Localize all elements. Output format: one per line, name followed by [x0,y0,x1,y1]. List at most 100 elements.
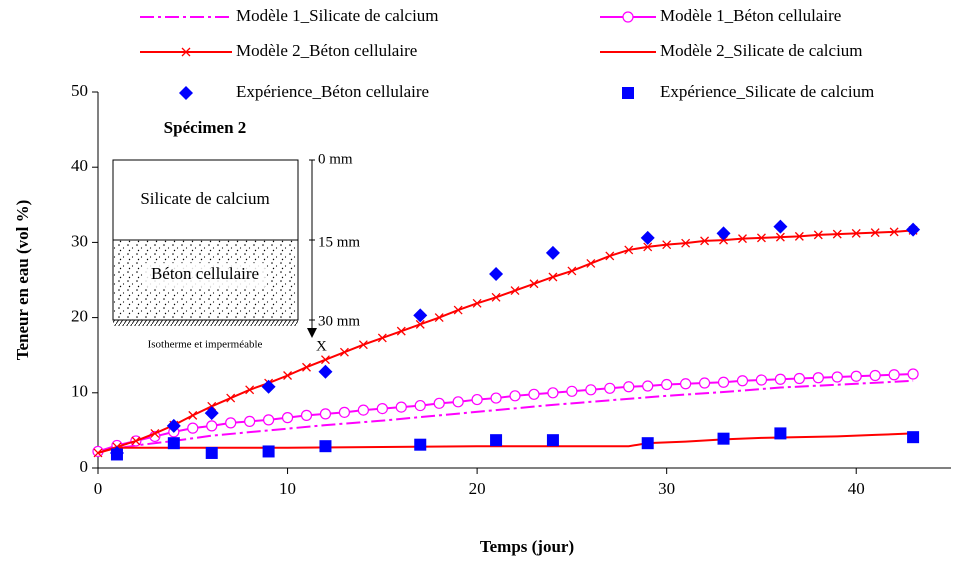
x-tick-label: 40 [848,479,865,498]
marker-square [717,432,730,445]
marker-circle [414,399,426,412]
marker-x [339,347,349,357]
marker-diamond [773,219,788,234]
marker-circle [471,393,483,406]
boundary-hatch [113,320,298,326]
marker-circle [888,369,900,381]
marker-square [546,434,559,447]
marker-x [832,229,842,239]
marker-circle [717,376,730,388]
marker-circle [907,368,919,380]
y-tick-label: 30 [71,231,88,250]
series-line [97,432,914,454]
x-tick-label: 10 [279,479,296,498]
marker-diamond [906,222,921,237]
depth-label: 30 mm [318,313,360,329]
y-tick-label: 50 [71,81,88,100]
marker-diamond [179,86,193,100]
marker-x [548,272,558,282]
legend-label: Modèle 2_Béton cellulaire [236,41,417,60]
marker-circle [225,417,237,429]
series-line [97,379,914,453]
layer-bottom-label: Béton cellulaire [151,264,259,283]
marker-x [491,292,501,302]
marker-circle [206,420,218,432]
label-bg [145,263,265,287]
y-tick-label: 20 [71,307,88,326]
marker-diamond [489,266,504,281]
y-tick-label: 0 [80,457,89,476]
marker-x [700,236,710,246]
marker-x [472,298,482,308]
marker-circle [622,11,634,23]
depth-label: 15 mm [318,234,360,250]
series [109,219,921,460]
marker-circle [433,397,445,409]
marker-circle [774,373,787,385]
marker-x [813,230,823,240]
x-tick-label: 20 [469,479,486,498]
marker-diamond [640,230,655,245]
marker-x [643,242,653,252]
series-line [97,373,914,453]
marker-circle [395,401,407,413]
marker-x [396,326,406,336]
marker-x [870,228,880,238]
marker-circle [642,380,654,392]
inset-diagram: Spécimen 2 Silicate de calcium Béton cel… [112,118,360,354]
y-tick-label: 10 [71,382,88,401]
marker-x [510,286,520,295]
marker-x [529,279,539,289]
marker-circle [357,404,369,416]
marker-circle [661,378,673,391]
layer-top [112,159,299,241]
marker-circle [680,378,692,390]
marker-circle [812,372,824,384]
marker-circle [187,422,199,434]
marker-circle [850,370,862,382]
marker-circle [244,415,256,427]
y-tick-label: 40 [71,156,88,175]
marker-x [794,231,804,241]
marker-square [490,434,503,447]
marker-x [662,240,672,250]
marker-x [302,362,311,372]
marker-square [622,87,634,99]
marker-diamond [318,364,333,379]
marker-circle [755,374,768,386]
marker-circle [338,406,351,418]
x-axis-label: Temps (jour) [480,537,574,556]
marker-circle [604,382,616,394]
marker-circle [376,402,388,415]
marker-x [150,428,160,438]
marker-x [851,228,861,238]
legend-label: Expérience_Silicate de calcium [660,82,874,101]
marker-circle [490,392,502,404]
x-tick-label: 30 [658,479,675,498]
series [110,427,920,461]
series-line [97,229,914,454]
marker-circle [736,375,749,387]
marker-diamond [413,308,428,323]
marker-circle [528,388,540,400]
y-axis-label: Teneur en eau (vol %) [13,200,32,361]
legend-label: Modèle 1_Silicate de calcium [236,6,439,25]
marker-square [167,437,180,450]
x-tick-label: 0 [94,479,103,498]
marker-square [262,445,275,458]
marker-x [358,340,368,350]
marker-diamond [716,226,731,241]
legend-label: Expérience_Béton cellulaire [236,82,429,101]
inset-title: Spécimen 2 [164,118,247,137]
marker-x [681,238,691,248]
marker-x [775,232,785,242]
marker-circle [281,412,294,424]
depth-arrow [307,328,317,338]
marker-x [415,319,425,329]
marker-x [605,251,615,261]
marker-square [907,431,920,444]
series [97,379,914,453]
depth-axis-label: X [316,338,327,354]
marker-diamond [261,379,276,394]
